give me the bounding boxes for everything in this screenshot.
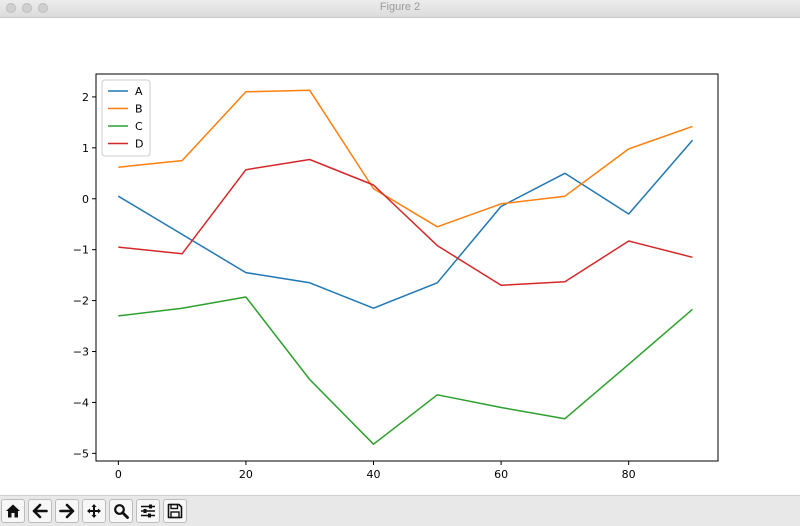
home-button[interactable] <box>1 499 25 523</box>
window-title: Figure 2 <box>379 1 421 13</box>
legend-label: C <box>135 120 143 133</box>
back-icon <box>32 503 48 519</box>
x-tick-label: 20 <box>239 468 253 481</box>
minimize-window-button[interactable] <box>22 3 32 13</box>
x-tick-label: 40 <box>367 468 381 481</box>
configure-subplots-icon <box>141 504 155 518</box>
series-line-d <box>118 158 693 287</box>
zoom-button[interactable] <box>109 499 133 523</box>
navigation-toolbar <box>0 495 800 526</box>
forward-icon <box>59 503 75 519</box>
series-line-a <box>117 139 694 309</box>
zoom-window-button[interactable] <box>38 3 48 13</box>
y-tick-label: −5 <box>73 447 89 460</box>
back-button[interactable] <box>28 499 52 523</box>
y-tick-label: −3 <box>73 346 89 359</box>
configure-subplots-button[interactable] <box>136 499 160 523</box>
y-tick-label: 2 <box>82 91 89 104</box>
save-icon <box>167 503 183 519</box>
y-tick-label: 1 <box>82 142 89 155</box>
plot-area <box>95 73 719 462</box>
x-tick-label: 0 <box>115 468 122 481</box>
y-tick-label: −1 <box>73 244 89 257</box>
y-tick-label: −2 <box>73 295 89 308</box>
pan-icon <box>87 504 101 518</box>
legend-box <box>101 79 151 157</box>
y-tick-label: −4 <box>73 396 89 409</box>
title-bar: Figure 2 <box>0 0 800 18</box>
y-tick-label: 0 <box>82 193 89 206</box>
legend-label: B <box>135 103 143 116</box>
save-button[interactable] <box>163 499 187 523</box>
zoom-icon <box>114 504 129 519</box>
home-icon <box>6 504 20 518</box>
x-tick-label: 80 <box>622 468 636 481</box>
series-line-c <box>118 296 693 445</box>
series-line-b <box>118 89 693 228</box>
x-tick-label: 60 <box>494 468 508 481</box>
legend-label: D <box>135 138 143 151</box>
pan-button[interactable] <box>82 499 106 523</box>
forward-button[interactable] <box>55 499 79 523</box>
close-window-button[interactable] <box>6 3 16 13</box>
legend-label: A <box>135 85 143 98</box>
